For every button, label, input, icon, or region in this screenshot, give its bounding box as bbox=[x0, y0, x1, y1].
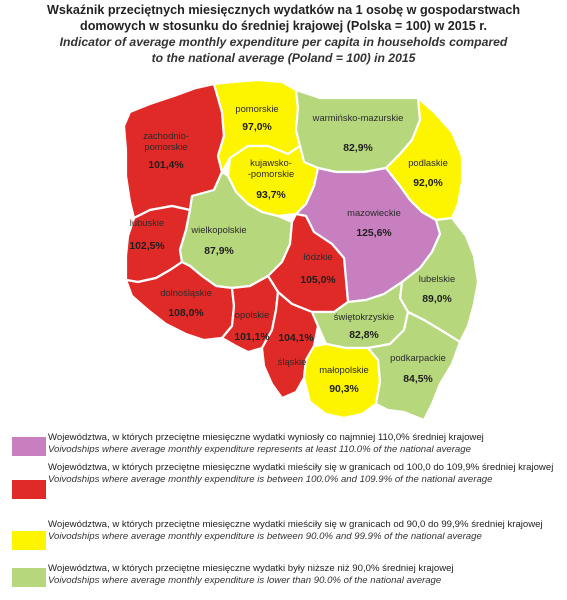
legend-pl-red: Województwa, w których przeciętne miesię… bbox=[48, 462, 554, 473]
legend-en-green: Voivodships where average monthly expend… bbox=[48, 575, 442, 587]
region-labels: zachodnio-pomorskie 101,4% pomorskie 97,… bbox=[129, 103, 455, 395]
legend-item-red: Województwa, w których przeciętne miesię… bbox=[8, 462, 560, 519]
label-pomorskie: pomorskie bbox=[235, 103, 278, 114]
label-warminsko-mazurskie: warmińsko-mazurskie bbox=[312, 112, 404, 123]
legend-swatch-green bbox=[12, 568, 46, 587]
label-podlaskie: podlaskie bbox=[408, 157, 448, 168]
value-opolskie: 101,1% bbox=[234, 332, 269, 343]
value-swietokrzyskie: 82,8% bbox=[349, 330, 378, 341]
legend-en-red: Voivodships where average monthly expend… bbox=[48, 474, 493, 486]
label-podkarpackie: podkarpackie bbox=[390, 352, 446, 363]
legend-item-green: Województwa, w których przeciętne miesię… bbox=[8, 563, 560, 593]
value-podlaskie: 92,0% bbox=[413, 178, 442, 189]
legend-text-green: Województwa, w których przeciętne miesię… bbox=[48, 563, 454, 588]
label-slaskie: śląskie bbox=[278, 356, 307, 367]
legend-item-yellow: Województwa, w których przeciętne miesię… bbox=[8, 519, 560, 563]
legend-item-purple: Województwa, w których przeciętne miesię… bbox=[8, 432, 560, 462]
region-malopolskie bbox=[302, 342, 382, 420]
label-lubelskie: lubelskie bbox=[419, 273, 455, 284]
label-zachodniopomorskie: zachodnio-pomorskie bbox=[143, 130, 189, 152]
legend-text-yellow: Województwa, w których przeciętne miesię… bbox=[48, 519, 543, 544]
legend-swatch-yellow bbox=[12, 531, 46, 550]
label-swietokrzyskie: świętokrzyskie bbox=[334, 311, 394, 322]
region-podkarpackie bbox=[366, 310, 462, 422]
legend-text-red: Województwa, w których przeciętne miesię… bbox=[48, 462, 553, 487]
label-kujawsko-pomorskie: kujawsko--pomorskie bbox=[248, 157, 294, 179]
value-zachodniopomorskie: 101,4% bbox=[148, 160, 183, 171]
title-block: Wskaźnik przeciętnych miesięcznych wydat… bbox=[0, 2, 567, 66]
title-polish: Wskaźnik przeciętnych miesięcznych wydat… bbox=[46, 3, 521, 33]
legend-swatch-purple bbox=[12, 437, 46, 456]
legend-en-purple: Voivodships where average monthly expend… bbox=[48, 444, 471, 456]
legend-en-yellow: Voivodships where average monthly expend… bbox=[48, 531, 482, 543]
value-lodzkie: 105,0% bbox=[300, 275, 335, 286]
legend-text-purple: Województwa, w których przeciętne miesię… bbox=[48, 432, 484, 457]
value-pomorskie: 97,0% bbox=[242, 122, 271, 133]
value-slaskie: 104,1% bbox=[278, 333, 313, 344]
label-opolskie: opolskie bbox=[235, 309, 269, 320]
label-dolnoslaskie: dolnośląskie bbox=[160, 287, 212, 298]
value-lubuskie: 102,5% bbox=[129, 241, 164, 252]
label-malopolskie: małopolskie bbox=[319, 364, 369, 375]
legend-pl-yellow: Województwa, w których przeciętne miesię… bbox=[48, 519, 543, 530]
title-english: Indicator of average monthly expenditure… bbox=[59, 35, 508, 65]
value-dolnoslaskie: 108,0% bbox=[168, 308, 203, 319]
value-lubelskie: 89,0% bbox=[422, 294, 451, 305]
value-podkarpackie: 84,5% bbox=[403, 374, 432, 385]
label-mazowieckie: mazowieckie bbox=[347, 207, 401, 218]
legend-pl-purple: Województwa, w których przeciętne miesię… bbox=[48, 432, 484, 443]
legend-swatch-red bbox=[12, 480, 46, 499]
value-wielkopolskie: 87,9% bbox=[204, 246, 233, 257]
value-malopolskie: 90,3% bbox=[329, 384, 358, 395]
label-lubuskie: lubuskie bbox=[130, 217, 164, 228]
value-mazowieckie: 125,6% bbox=[356, 228, 391, 239]
label-wielkopolskie: wielkopolskie bbox=[190, 224, 246, 235]
value-warminsko-mazurskie: 82,9% bbox=[343, 143, 372, 154]
legend-pl-green: Województwa, w których przeciętne miesię… bbox=[48, 563, 454, 574]
legend: Województwa, w których przeciętne miesię… bbox=[8, 432, 560, 593]
label-lodzkie: łódzkie bbox=[303, 251, 332, 262]
value-kujawsko-pomorskie: 93,7% bbox=[256, 190, 285, 201]
